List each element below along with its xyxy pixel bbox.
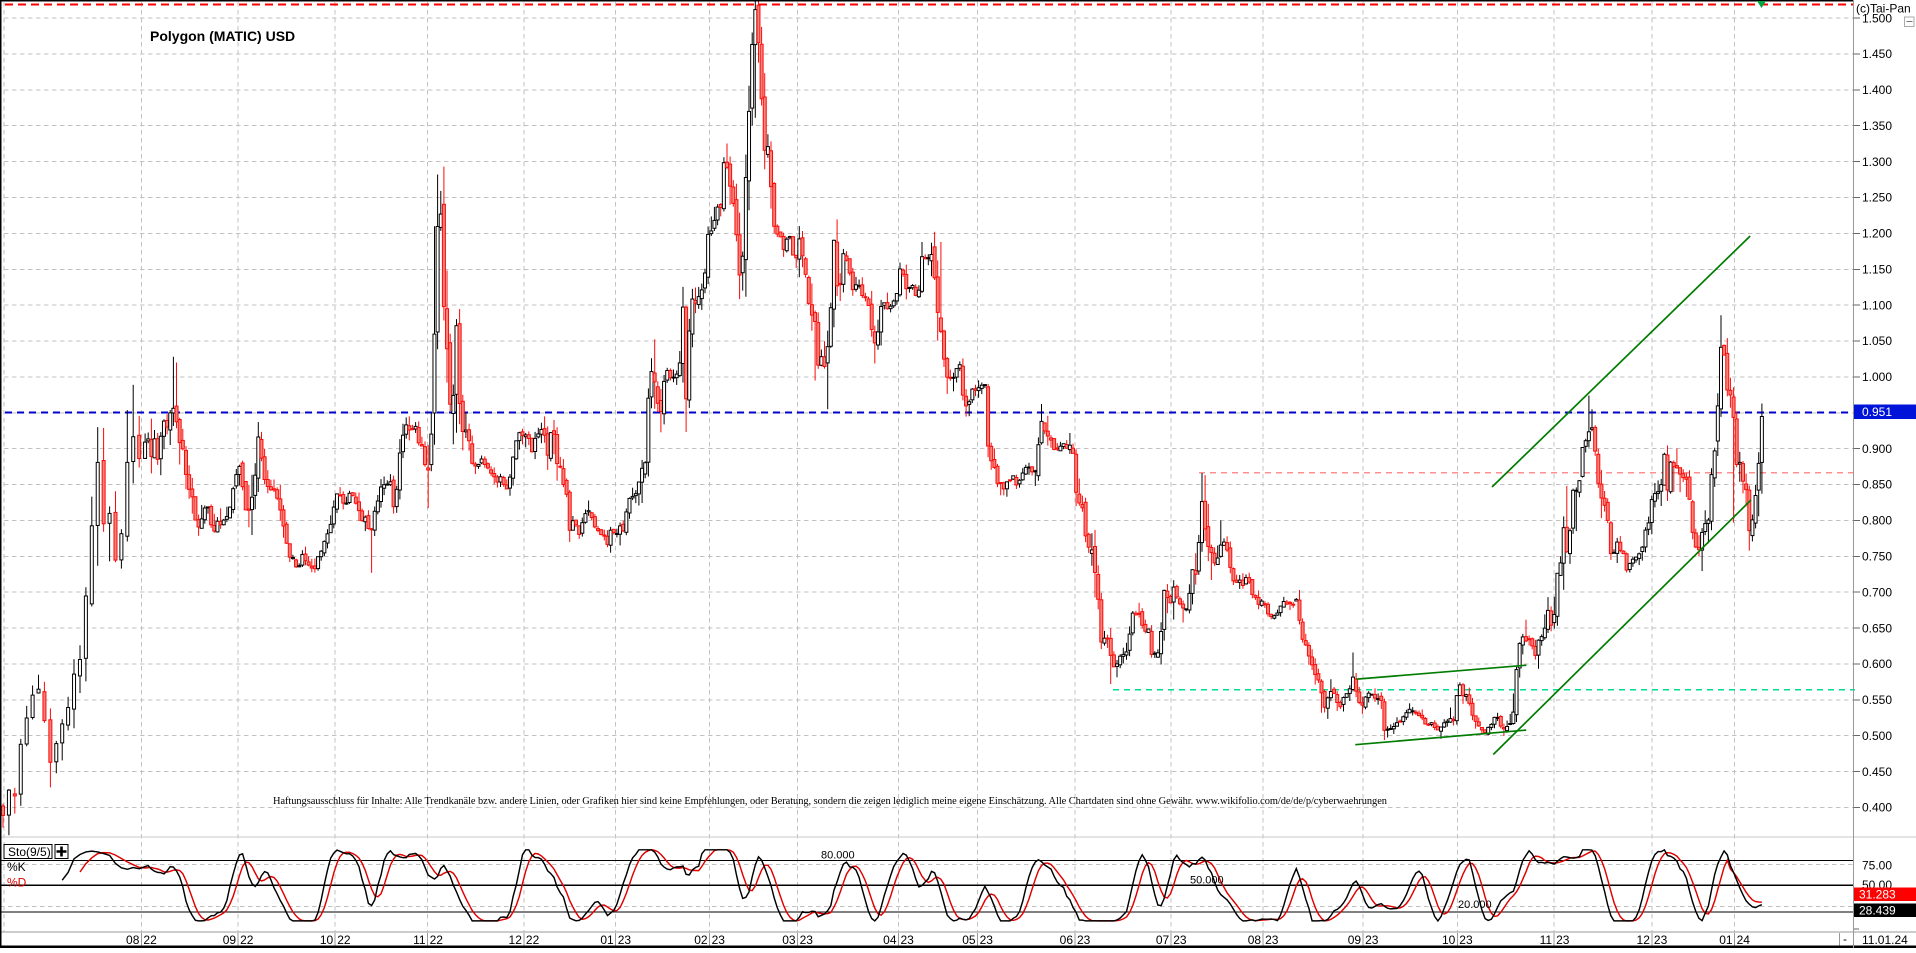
svg-text:22: 22 [240, 933, 254, 947]
svg-text:0.700: 0.700 [1862, 585, 1892, 599]
svg-text:23: 23 [1265, 933, 1279, 947]
svg-text:23: 23 [1365, 933, 1379, 947]
svg-text:10: 10 [320, 933, 334, 947]
svg-text:Sto(9/5): Sto(9/5) [8, 845, 51, 859]
svg-text:1.050: 1.050 [1862, 334, 1892, 348]
svg-text:05: 05 [962, 933, 976, 947]
svg-text:0.800: 0.800 [1862, 514, 1892, 528]
svg-text:50.000: 50.000 [1190, 875, 1224, 887]
svg-text:22: 22 [337, 933, 351, 947]
svg-text:22: 22 [143, 933, 157, 947]
svg-text:1.200: 1.200 [1862, 227, 1892, 241]
svg-text:0.650: 0.650 [1862, 621, 1892, 635]
svg-text:12: 12 [509, 933, 523, 947]
svg-text:1.400: 1.400 [1862, 83, 1892, 97]
svg-text:75.00: 75.00 [1862, 859, 1892, 873]
svg-text:22: 22 [526, 933, 540, 947]
svg-text:23: 23 [712, 933, 726, 947]
svg-text:80.000: 80.000 [821, 850, 855, 862]
svg-text:1.000: 1.000 [1862, 370, 1892, 384]
svg-text:0.550: 0.550 [1862, 693, 1892, 707]
svg-text:-: - [1843, 932, 1847, 946]
svg-text:0.400: 0.400 [1862, 801, 1892, 815]
svg-text:12: 12 [1637, 933, 1651, 947]
svg-text:1.450: 1.450 [1862, 47, 1892, 61]
svg-text:11: 11 [413, 933, 426, 947]
svg-text:0.450: 0.450 [1862, 765, 1892, 779]
svg-text:23: 23 [901, 933, 915, 947]
svg-text:1.150: 1.150 [1862, 263, 1892, 277]
svg-text:08: 08 [126, 933, 140, 947]
svg-text:22: 22 [430, 933, 444, 947]
svg-text:06: 06 [1060, 933, 1074, 947]
svg-text:1.350: 1.350 [1862, 119, 1892, 133]
svg-text:28.439: 28.439 [1859, 904, 1896, 918]
svg-text:1.500: 1.500 [1862, 11, 1892, 25]
svg-text:Haftungsausschluss für Inhalte: Haftungsausschluss für Inhalte: Alle Tre… [273, 796, 1388, 807]
svg-text:07: 07 [1156, 933, 1170, 947]
svg-text:09: 09 [223, 933, 237, 947]
svg-text:23: 23 [618, 933, 632, 947]
svg-text:0.500: 0.500 [1862, 729, 1892, 743]
svg-text:0.951: 0.951 [1862, 405, 1892, 419]
svg-text:23: 23 [800, 933, 814, 947]
svg-text:%K: %K [7, 860, 26, 874]
svg-text:01: 01 [1719, 933, 1733, 947]
svg-text:31.283: 31.283 [1859, 888, 1896, 902]
svg-text:%D: %D [7, 876, 27, 890]
svg-text:1.300: 1.300 [1862, 155, 1892, 169]
svg-text:23: 23 [1173, 933, 1187, 947]
svg-text:23: 23 [980, 933, 994, 947]
svg-text:24: 24 [1737, 933, 1751, 947]
svg-text:11: 11 [1540, 933, 1553, 947]
svg-text:01: 01 [600, 933, 614, 947]
svg-text:0.900: 0.900 [1862, 442, 1892, 456]
svg-text:23: 23 [1459, 933, 1473, 947]
svg-text:10: 10 [1442, 933, 1456, 947]
svg-text:0.850: 0.850 [1862, 478, 1892, 492]
svg-text:23: 23 [1556, 933, 1570, 947]
svg-text:1.100: 1.100 [1862, 298, 1892, 312]
svg-text:0.600: 0.600 [1862, 657, 1892, 671]
svg-text:(c)Tai-Pan: (c)Tai-Pan [1856, 2, 1911, 16]
svg-text:04: 04 [883, 933, 897, 947]
svg-text:1.250: 1.250 [1862, 191, 1892, 205]
svg-text:09: 09 [1348, 933, 1362, 947]
svg-text:08: 08 [1248, 933, 1262, 947]
svg-text:02: 02 [694, 933, 708, 947]
svg-text:03: 03 [782, 933, 796, 947]
svg-text:20.000: 20.000 [1458, 899, 1492, 911]
svg-text:Polygon (MATIC) USD: Polygon (MATIC) USD [150, 28, 295, 44]
svg-text:23: 23 [1654, 933, 1668, 947]
svg-text:0.750: 0.750 [1862, 550, 1892, 564]
svg-text:23: 23 [1077, 933, 1091, 947]
svg-text:11.01.24: 11.01.24 [1862, 933, 1908, 947]
